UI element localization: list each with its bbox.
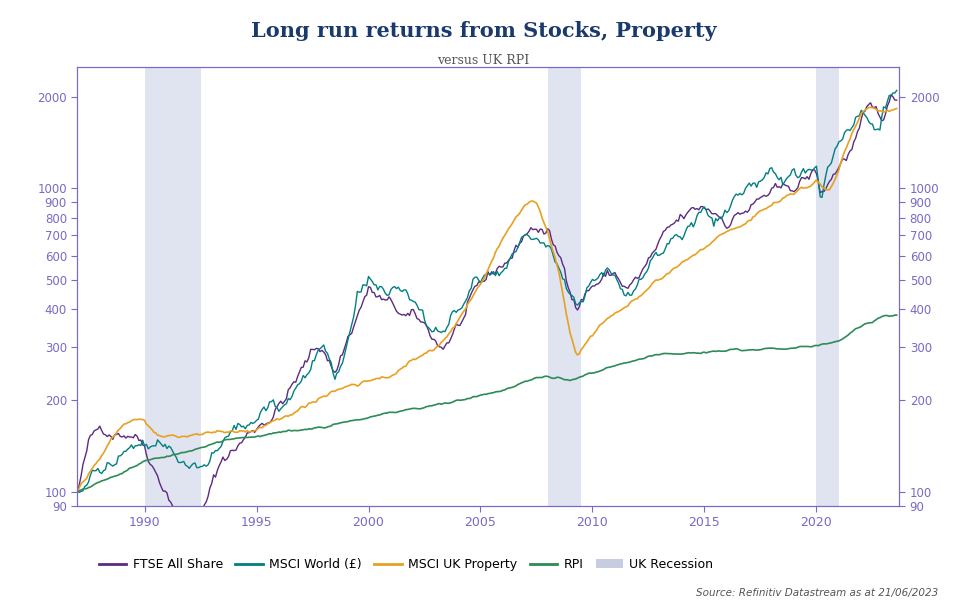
Text: Source: Refinitiv Datastream as at 21/06/2023: Source: Refinitiv Datastream as at 21/06… bbox=[695, 588, 938, 598]
Text: versus UK RPI: versus UK RPI bbox=[437, 54, 530, 67]
Legend: FTSE All Share, MSCI World (£), MSCI UK Property, RPI, UK Recession: FTSE All Share, MSCI World (£), MSCI UK … bbox=[94, 553, 718, 576]
Bar bbox=[816, 67, 838, 506]
Bar bbox=[547, 67, 581, 506]
Text: Long run returns from Stocks, Property: Long run returns from Stocks, Property bbox=[250, 21, 717, 42]
Bar bbox=[144, 67, 200, 506]
